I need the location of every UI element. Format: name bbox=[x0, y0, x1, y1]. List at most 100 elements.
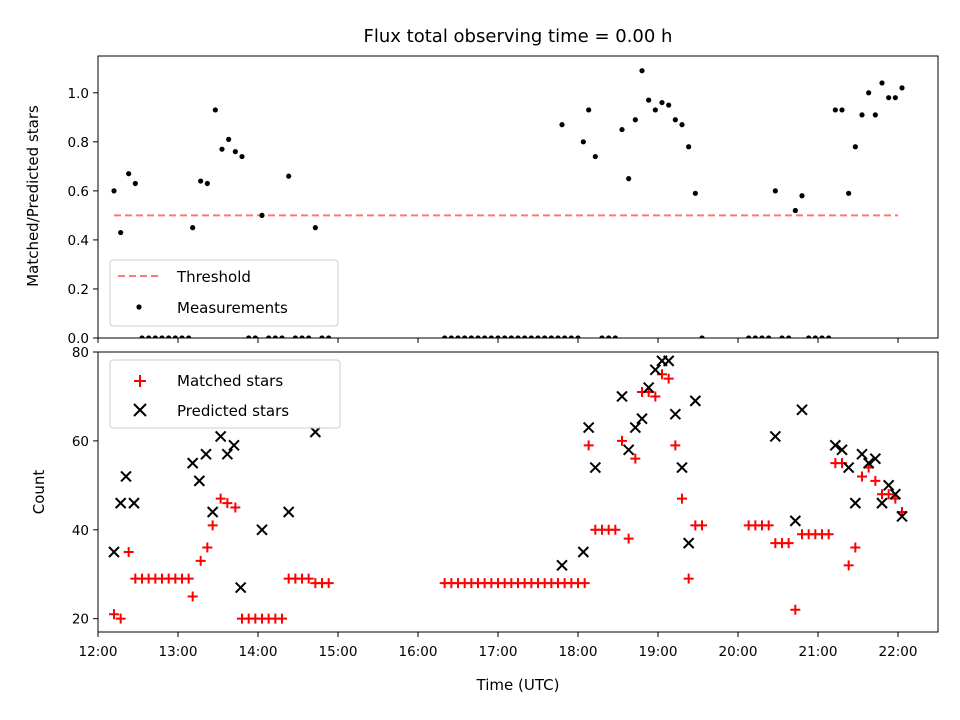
count-y-tick-label: 40 bbox=[72, 523, 89, 539]
matched-star-point bbox=[883, 489, 894, 500]
measurement-point bbox=[866, 90, 872, 96]
predicted-star-point bbox=[577, 546, 590, 558]
predicted-star-point bbox=[214, 430, 227, 443]
predicted-star-point bbox=[829, 439, 842, 452]
chart-title: Flux total observing time = 0.00 h bbox=[364, 26, 673, 47]
x-tick-label: 22:00 bbox=[879, 644, 918, 660]
x-axis-label: Time (UTC) bbox=[476, 676, 560, 694]
matched-star-point bbox=[763, 520, 774, 531]
matched-star-point bbox=[850, 542, 861, 553]
measurement-point bbox=[186, 335, 192, 338]
measurement-point bbox=[232, 149, 238, 155]
measurement-point bbox=[632, 117, 638, 123]
predicted-star-point bbox=[856, 448, 868, 460]
measurement-point bbox=[812, 335, 818, 338]
measurement-point bbox=[259, 212, 265, 218]
measurement-point bbox=[599, 335, 605, 338]
matched-star-point bbox=[215, 493, 226, 504]
measurement-point bbox=[772, 188, 778, 194]
measurement-point bbox=[592, 153, 598, 160]
count-y-tick-label: 80 bbox=[72, 345, 89, 361]
matched-star-point bbox=[677, 493, 687, 504]
measurement-point bbox=[752, 335, 758, 338]
measurement-point bbox=[448, 335, 454, 338]
measurement-point bbox=[542, 335, 548, 338]
measurement-point bbox=[612, 335, 618, 338]
ratio-panel: 0.0 0.2 0.4 0.6 0.8 1.0 bbox=[68, 55, 939, 347]
matched-star-point bbox=[579, 578, 590, 589]
matched-star-point bbox=[187, 591, 198, 602]
measurement-point bbox=[190, 225, 196, 231]
measurement-point bbox=[575, 335, 581, 338]
measurement-point bbox=[879, 80, 885, 86]
x-tick-label: 15:00 bbox=[319, 644, 358, 660]
matched-star-point bbox=[630, 453, 641, 464]
ratio-y-tick-label: 0.6 bbox=[68, 184, 89, 200]
measurement-point bbox=[839, 107, 845, 113]
matched-star-point bbox=[303, 573, 314, 584]
measurement-point bbox=[846, 190, 852, 196]
matched-star-point bbox=[109, 609, 119, 620]
measurement-point bbox=[508, 335, 514, 338]
predicted-star-point bbox=[889, 488, 902, 500]
measurement-point bbox=[279, 335, 285, 338]
predicted-star-point bbox=[629, 421, 642, 434]
matched-star-point bbox=[650, 391, 661, 402]
predicted-star-point bbox=[662, 355, 675, 367]
legend-measurements-label: Measurements bbox=[177, 299, 288, 317]
measurement-point bbox=[679, 122, 685, 128]
measurement-point bbox=[619, 126, 625, 133]
matched-star-point bbox=[202, 542, 213, 553]
ratio-y-tick-label: 0.8 bbox=[68, 135, 89, 151]
measurement-point bbox=[746, 335, 752, 338]
predicted-star-point bbox=[836, 444, 848, 456]
count-y-tick-label: 20 bbox=[72, 612, 89, 628]
matched-star-point bbox=[115, 613, 126, 624]
predicted-star-point bbox=[869, 452, 882, 465]
predicted-star-point bbox=[228, 439, 240, 452]
measurement-point bbox=[826, 335, 832, 338]
predicted-star-point bbox=[309, 426, 322, 438]
predicted-star-point bbox=[842, 461, 855, 474]
measurement-point bbox=[559, 122, 565, 128]
predicted-star-point bbox=[682, 537, 695, 549]
ratio-legend: Threshold Measurements bbox=[109, 259, 339, 327]
measurement-point bbox=[586, 107, 592, 113]
measurement-point bbox=[442, 335, 448, 338]
matched-star-point bbox=[610, 524, 621, 535]
measurement-point bbox=[246, 335, 252, 338]
measurement-point bbox=[204, 180, 210, 187]
legend-matched-swatch bbox=[134, 375, 146, 387]
predicted-star-point bbox=[849, 497, 862, 509]
matched-star-point bbox=[195, 555, 206, 566]
measurement-point bbox=[292, 335, 298, 338]
measurement-point bbox=[312, 225, 318, 231]
matched-star-point bbox=[277, 613, 287, 624]
measurement-point bbox=[652, 107, 658, 113]
predicted-star-point bbox=[206, 506, 219, 518]
predicted-star-point bbox=[676, 461, 688, 474]
measurement-point bbox=[759, 335, 765, 338]
measurement-point bbox=[832, 107, 838, 113]
predicted-star-point bbox=[186, 457, 199, 469]
predicted-star-point bbox=[221, 448, 234, 460]
predicted-star-point bbox=[669, 408, 682, 420]
matched-star-point bbox=[323, 578, 334, 589]
matched-star-point bbox=[583, 440, 594, 451]
measurement-point bbox=[462, 335, 468, 338]
legend-predicted-label: Predicted stars bbox=[177, 402, 289, 420]
matched-star-point bbox=[123, 547, 134, 557]
measurement-point bbox=[252, 335, 258, 338]
measurement-point bbox=[326, 335, 332, 338]
measurement-point bbox=[580, 139, 586, 145]
ratio-y-axis-label: Matched/Predicted stars bbox=[24, 105, 42, 287]
predicted-star-point bbox=[114, 497, 127, 509]
measurement-point bbox=[152, 335, 158, 338]
predicted-star-point bbox=[120, 470, 132, 483]
matched-star-point bbox=[670, 440, 681, 451]
measurement-point bbox=[319, 335, 325, 338]
measurement-point bbox=[111, 188, 117, 194]
predicted-star-point bbox=[200, 448, 212, 460]
measurement-point bbox=[306, 335, 312, 338]
